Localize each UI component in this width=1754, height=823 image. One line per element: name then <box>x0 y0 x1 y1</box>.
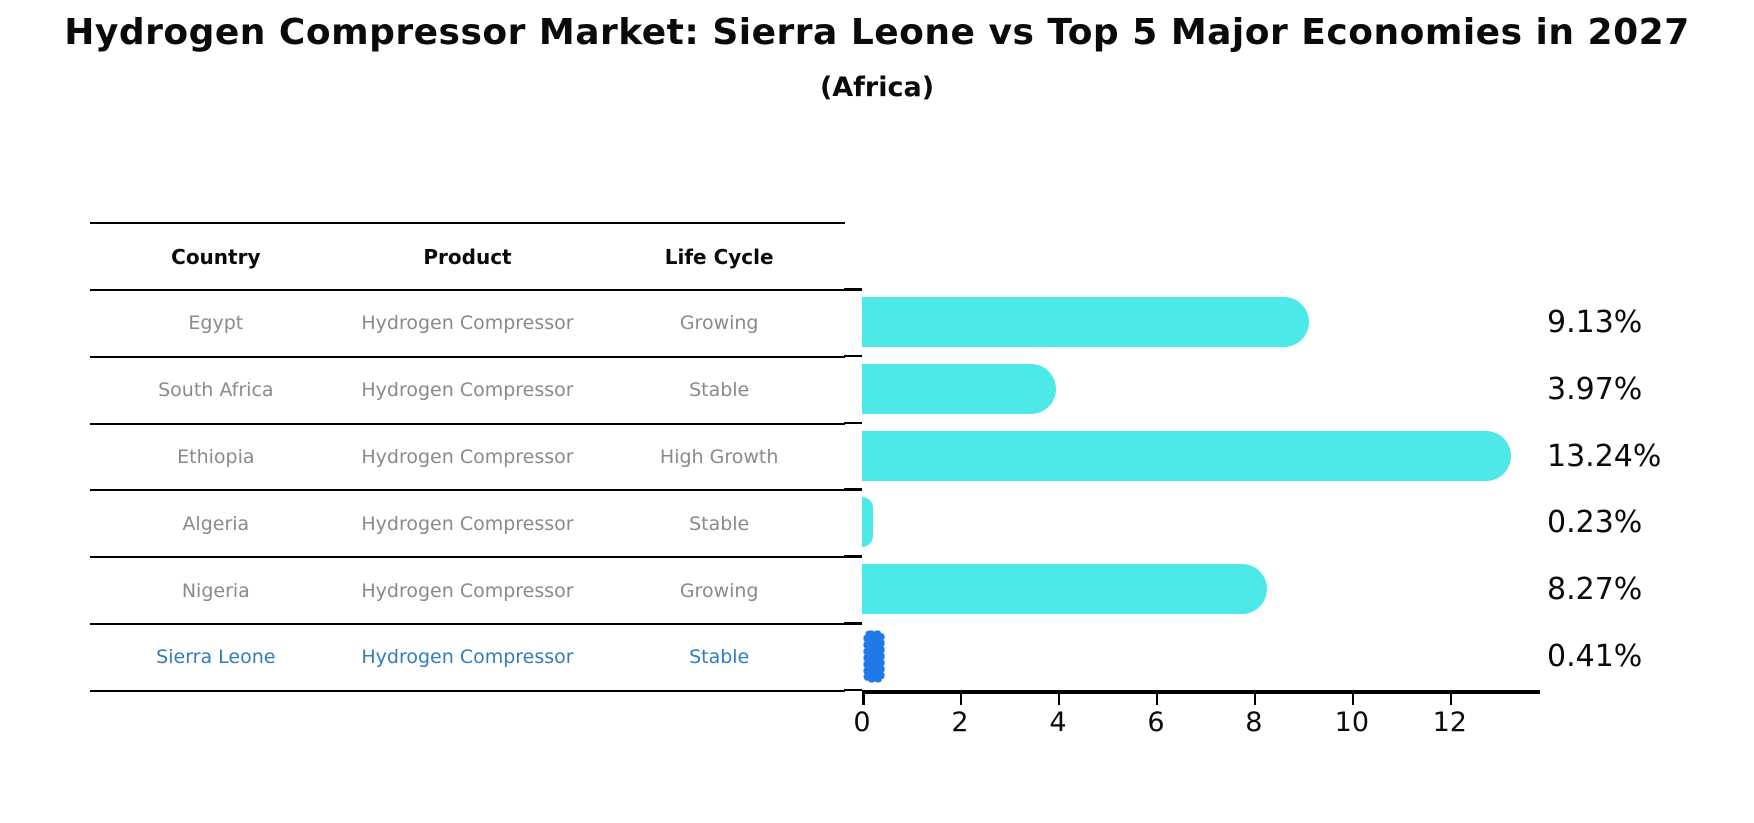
table-cell-country: Nigeria <box>181 579 250 602</box>
bar-chart: 0 2 4 6 8 10 12 <box>844 288 1540 738</box>
table-cell-country: Egypt <box>188 312 244 335</box>
table-cell-life-cycle: Stable <box>689 512 750 535</box>
bar-south-africa <box>862 363 1057 414</box>
x-axis-tick-label: 0 <box>853 707 871 738</box>
bar-row-south-africa <box>862 356 1538 423</box>
table-cell-life-cycle: Stable <box>689 379 750 402</box>
value-label-south-africa: 3.97% <box>1547 371 1643 407</box>
data-table: Country Product Life Cycle Egypt Hydrogen… <box>90 222 845 692</box>
y-axis-tick <box>844 622 862 625</box>
table-cell-country: South Africa <box>158 379 274 402</box>
x-axis-tick <box>862 693 865 705</box>
x-axis-line <box>862 690 1540 694</box>
bar-nigeria <box>862 564 1268 615</box>
x-axis-tick-label: 2 <box>951 707 969 738</box>
table-cell-product: Hydrogen Compressor <box>361 445 574 468</box>
bar-algeria <box>862 497 874 548</box>
x-axis-tick-label: 4 <box>1049 707 1067 738</box>
value-label-sierra-leone: 0.41% <box>1547 639 1643 675</box>
column-header-country: Country <box>171 244 261 269</box>
table-row-egypt: Egypt Hydrogen Compressor Growing <box>90 291 845 358</box>
x-axis-tick-label: 10 <box>1334 707 1370 738</box>
x-axis-tick-label: 8 <box>1245 707 1263 738</box>
table-cell-product: Hydrogen Compressor <box>361 312 574 335</box>
x-axis-tick <box>1155 693 1159 705</box>
y-axis-tick <box>844 354 862 358</box>
bar-ethiopia <box>862 430 1511 481</box>
table-body: Egypt Hydrogen Compressor Growing South Afr… <box>90 291 845 692</box>
bar-row-egypt <box>862 289 1538 356</box>
column-header-life-cycle: Life Cycle <box>664 244 774 269</box>
table-header-row: Country Product Life Cycle <box>90 224 845 291</box>
table-row-ethiopia: Ethiopia Hydrogen Compressor High Growth <box>90 425 845 492</box>
table-cell-life-cycle: Stable <box>689 646 750 669</box>
value-label-nigeria: 8.27% <box>1547 572 1643 608</box>
value-label-algeria: 0.23% <box>1547 505 1643 541</box>
bar-row-algeria <box>862 489 1538 556</box>
value-label-ethiopia: 13.24% <box>1547 438 1662 474</box>
y-axis-tick <box>844 421 862 425</box>
table-cell-product: Hydrogen Compressor <box>361 379 574 402</box>
bar-row-sierra-leone <box>862 623 1538 690</box>
value-labels: 9.13% 3.97% 13.24% 0.23% 8.27% 0.41% <box>1547 289 1747 690</box>
y-axis-tick <box>844 488 862 491</box>
x-axis-tick <box>1351 693 1355 705</box>
table-row-nigeria: Nigeria Hydrogen Compressor Growing <box>90 558 845 625</box>
x-axis-tick-label: 12 <box>1432 707 1467 738</box>
table-cell-country: Ethiopia <box>177 445 255 468</box>
bar-row-ethiopia <box>862 423 1538 490</box>
table-cell-product: Hydrogen Compressor <box>361 646 574 669</box>
table-cell-life-cycle: Growing <box>679 579 759 602</box>
table-cell-product: Hydrogen Compressor <box>361 579 574 602</box>
y-axis-tick <box>844 555 862 558</box>
table-cell-life-cycle: High Growth <box>659 445 779 468</box>
x-axis-tick <box>1057 693 1061 705</box>
table-row-south-africa: South Africa Hydrogen Compressor Stable <box>90 358 845 425</box>
table-cell-country: Algeria <box>182 512 250 535</box>
x-axis-tick <box>959 693 963 705</box>
bar-sierra-leone <box>863 630 885 683</box>
table-cell-product: Hydrogen Compressor <box>361 512 574 535</box>
page-subtitle: (Africa) <box>819 72 935 103</box>
value-label-egypt: 9.13% <box>1547 304 1643 340</box>
bar-egypt <box>862 297 1310 347</box>
page-title: Hydrogen Compressor Market: Sierra Leone… <box>64 12 1690 53</box>
x-axis-tick <box>1449 693 1453 705</box>
column-header-product: Product <box>423 244 512 269</box>
x-axis-tick-label: 6 <box>1147 707 1165 738</box>
table-cell-life-cycle: Growing <box>679 312 759 335</box>
table-cell-country: Sierra Leone <box>156 646 276 669</box>
y-axis-tick <box>844 288 862 291</box>
y-axis-tick <box>844 688 862 692</box>
bar-row-nigeria <box>862 556 1538 623</box>
table-row-sierra-leone: Sierra Leone Hydrogen Compressor Stable <box>90 625 845 692</box>
table-row-algeria: Algeria Hydrogen Compressor Stable <box>90 491 845 559</box>
x-axis-tick <box>1253 693 1257 705</box>
